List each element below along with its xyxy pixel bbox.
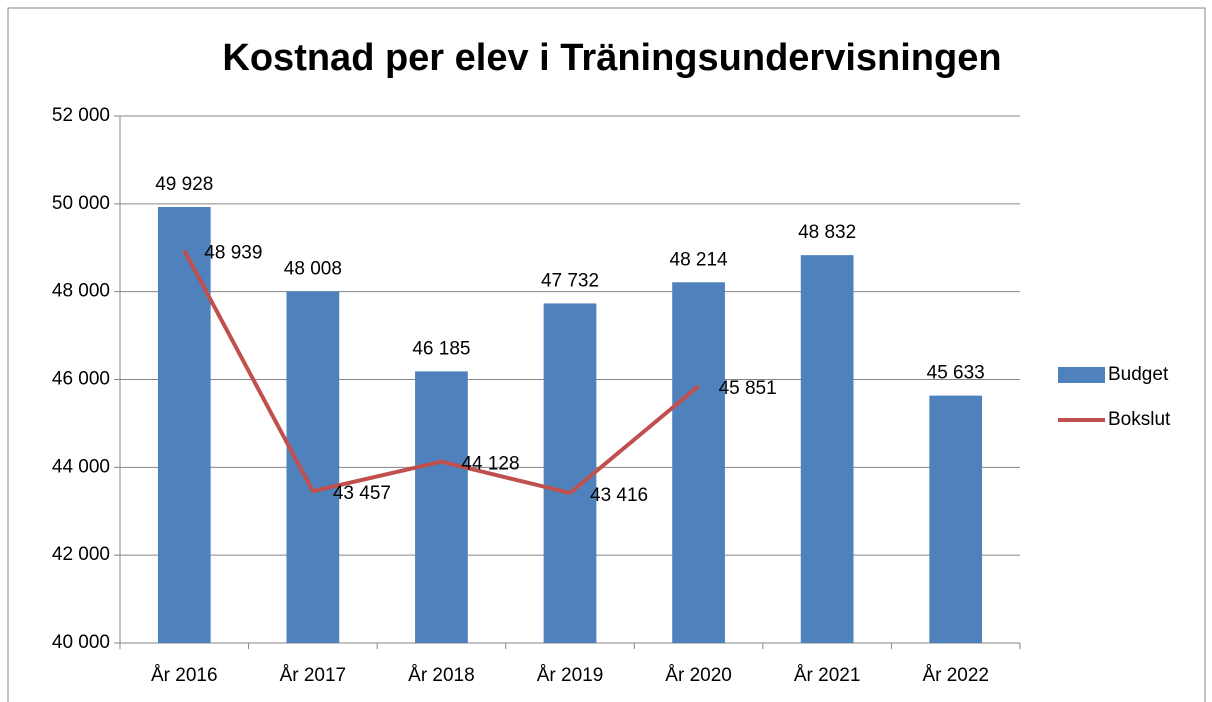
chart-title: Kostnad per elev i Träningsundervisninge… (222, 37, 1001, 79)
data-label: 46 185 (412, 338, 470, 359)
x-tick-label: År 2018 (408, 665, 475, 686)
bar (286, 291, 340, 643)
y-tick-label: 50 000 (52, 193, 110, 214)
data-label: 43 457 (333, 483, 391, 504)
data-label: 48 939 (204, 242, 262, 263)
legend-label: Bokslut (1108, 409, 1171, 430)
line (182, 249, 700, 495)
data-label: 48 832 (798, 222, 856, 243)
data-label: 47 732 (541, 270, 599, 291)
bar (672, 282, 725, 643)
bar (929, 395, 983, 643)
bar (157, 206, 211, 643)
x-tick-label: År 2020 (665, 665, 732, 686)
x-tick-label: År 2017 (280, 665, 347, 686)
y-tick-label: 48 000 (52, 281, 110, 302)
data-label: 45 633 (927, 363, 985, 384)
data-label: 44 128 (461, 454, 519, 475)
data-label: 49 928 (155, 174, 213, 195)
bar (800, 255, 854, 644)
x-tick-label: År 2021 (794, 665, 861, 686)
data-label: 45 851 (719, 378, 777, 399)
y-tick-label: 40 000 (52, 632, 110, 653)
bar (543, 303, 597, 643)
y-tick-label: 42 000 (52, 544, 110, 565)
data-label: 43 416 (590, 485, 648, 506)
bar (415, 371, 468, 643)
x-tick-label: År 2022 (922, 665, 989, 686)
legend-label: Budget (1108, 364, 1169, 385)
y-tick-label: 52 000 (52, 105, 110, 126)
x-tick-label: År 2019 (537, 665, 604, 686)
y-tick-label: 44 000 (52, 456, 110, 477)
x-tick-label: År 2016 (151, 665, 218, 686)
y-tick-label: 46 000 (52, 369, 110, 390)
data-label: 48 008 (284, 258, 342, 279)
data-label: 48 214 (670, 249, 729, 270)
legend-swatch (1058, 367, 1105, 383)
